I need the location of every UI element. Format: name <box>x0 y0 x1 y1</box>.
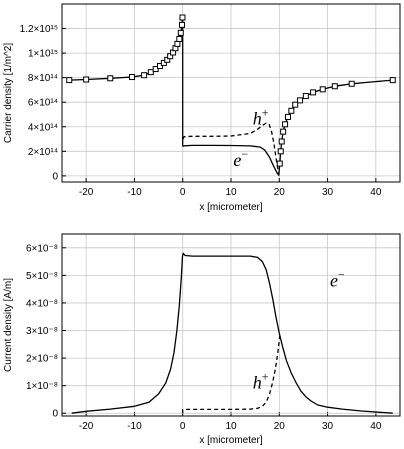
series-layer <box>71 252 393 414</box>
series-line <box>71 252 393 414</box>
data-point-marker <box>177 29 184 36</box>
y-tick-label: 1×10⁻⁸ <box>26 381 58 392</box>
series-annotation: h+ <box>253 105 269 128</box>
data-point-marker <box>152 66 159 73</box>
grid-lines <box>62 234 400 416</box>
y-tick-label: 4×10⁻⁸ <box>26 298 58 309</box>
data-point-marker <box>129 74 136 81</box>
y-tick-label: 4×10¹⁴ <box>28 122 58 133</box>
data-point-marker <box>157 62 164 69</box>
x-axis-label: x [micrometer] <box>199 435 263 446</box>
y-tick-label: 5×10⁻⁸ <box>26 271 58 282</box>
carrier-density-chart: -20 -10 0 10 20 30 40 0 2×10¹⁴ 4×10¹⁴ 6×10¹⁴ 8×10¹… <box>3 3 401 213</box>
data-point-marker <box>319 86 326 93</box>
y-axis-label: Carrier density [1/m^2] <box>3 43 14 144</box>
series-line-dashed <box>182 335 281 414</box>
y-tick-label: 6×10¹⁴ <box>28 98 58 109</box>
current-density-chart: -20 -10 0 10 20 30 40 0 1×10⁻⁸ 2×10⁻⁸ 3×10⁻⁸ 4×10⁻… <box>3 233 401 446</box>
x-tick-label: 20 <box>274 421 286 432</box>
x-tick-label: 0 <box>180 421 186 432</box>
data-point-marker <box>176 35 183 42</box>
series-annotation: e− <box>233 147 248 170</box>
data-point-marker <box>83 76 90 83</box>
x-tick-label: 40 <box>370 187 382 198</box>
data-point-marker <box>160 59 167 66</box>
annotation-layer: h+e− <box>233 105 268 170</box>
y-tick-label: 8×10¹⁴ <box>28 73 58 84</box>
data-point-marker <box>141 72 148 79</box>
y-tick-label: 6×10⁻⁸ <box>26 243 58 254</box>
data-point-marker <box>292 101 299 108</box>
data-point-marker <box>310 89 317 96</box>
data-point-marker <box>288 107 295 114</box>
data-point-marker <box>107 75 114 82</box>
data-point-marker <box>297 97 304 104</box>
y-tick-label: 0 <box>52 409 58 420</box>
x-tick-label: -20 <box>79 421 94 432</box>
series-annotation: e− <box>330 267 345 290</box>
x-tick-label: -10 <box>127 421 142 432</box>
grid-lines <box>62 4 400 182</box>
x-tick-label: 10 <box>225 187 237 198</box>
y-tick-label: 2×10¹⁴ <box>28 147 58 158</box>
y-tick-labels: 0 2×10¹⁴ 4×10¹⁴ 6×10¹⁴ 8×10¹⁴ 1×10¹⁵ 1.2×10¹⁵ <box>20 24 59 182</box>
x-tick-label: -10 <box>127 187 142 198</box>
data-point-marker <box>284 113 291 120</box>
y-tick-label: 1×10¹⁵ <box>28 49 58 60</box>
data-point-marker <box>277 148 284 155</box>
data-point-marker <box>280 128 287 135</box>
x-tick-label: 0 <box>180 187 186 198</box>
x-tick-labels: -20 -10 0 10 20 30 40 <box>79 421 382 432</box>
plot-frame <box>61 3 401 183</box>
data-point-marker <box>278 138 285 145</box>
y-axis-label: Current density [A/m] <box>3 278 14 372</box>
y-tick-labels: 0 1×10⁻⁸ 2×10⁻⁸ 3×10⁻⁸ 4×10⁻⁸ 5×10⁻⁸ 6×10⁻⁸ <box>26 243 58 419</box>
data-point-marker <box>179 14 186 21</box>
data-point-marker <box>174 40 181 47</box>
data-point-marker <box>276 160 283 167</box>
x-tick-label: 40 <box>370 421 382 432</box>
x-tick-label: 20 <box>274 187 286 198</box>
x-tick-label: -20 <box>79 187 94 198</box>
data-point-marker <box>348 80 355 87</box>
x-tick-label: 10 <box>225 421 237 432</box>
x-axis-label: x [micrometer] <box>199 202 263 213</box>
data-point-marker <box>331 83 338 90</box>
x-tick-labels: -20 -10 0 10 20 30 40 <box>79 187 382 198</box>
data-point-marker <box>302 93 309 100</box>
y-tick-label: 3×10⁻⁸ <box>26 326 58 337</box>
data-point-marker <box>66 77 73 84</box>
series-line-dashed <box>182 122 280 175</box>
data-point-marker <box>389 77 396 84</box>
data-point-marker <box>282 121 289 128</box>
y-tick-label: 2×10⁻⁸ <box>26 354 58 365</box>
marker-layer <box>66 14 396 167</box>
series-annotation: h+ <box>253 369 269 392</box>
y-tick-label: 1.2×10¹⁵ <box>20 24 58 35</box>
y-tick-label: 0 <box>52 171 58 182</box>
series-line <box>182 79 393 176</box>
data-point-marker <box>178 21 185 28</box>
x-tick-label: 30 <box>322 421 334 432</box>
data-point-marker <box>147 69 154 76</box>
annotation-layer: e− h+ <box>253 267 345 392</box>
x-tick-label: 30 <box>322 187 334 198</box>
plot-frame <box>61 233 401 417</box>
